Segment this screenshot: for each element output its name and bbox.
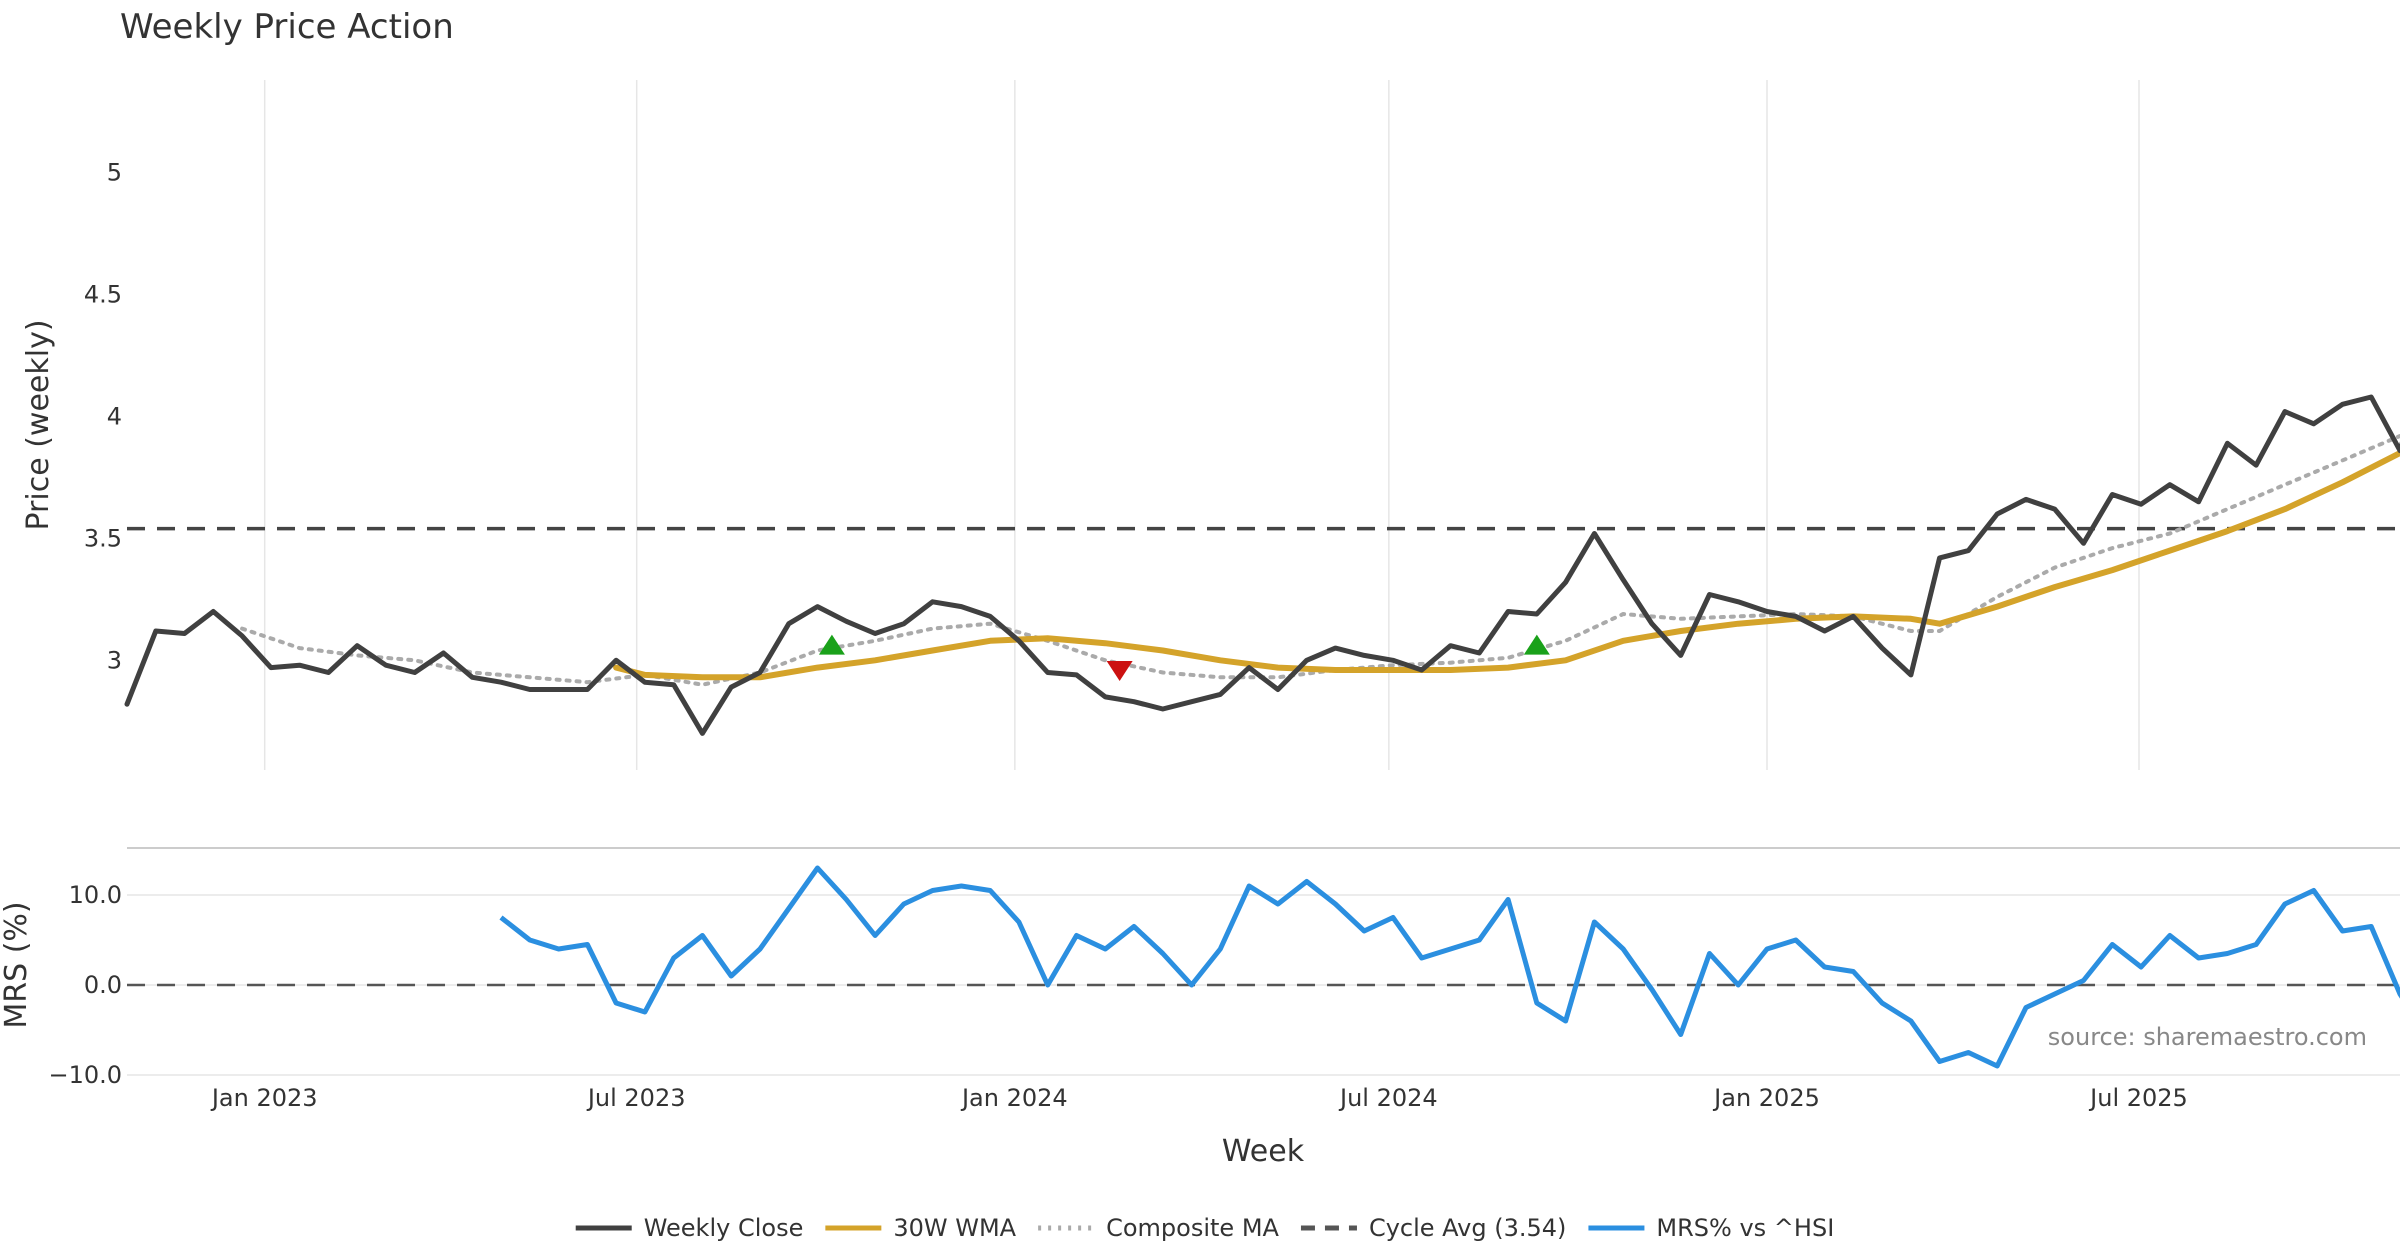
price-y-tick-label: 4.5 <box>84 281 122 309</box>
mrs-y-tick-label: −10.0 <box>48 1061 122 1089</box>
series-line-mrs <box>499 865 2400 1069</box>
x-tick-label: Jul 2023 <box>586 1084 686 1112</box>
x-tick-label: Jan 2025 <box>1712 1084 1820 1112</box>
price-y-tick-label: 3.5 <box>84 524 122 552</box>
price-y-tick-label: 4 <box>107 402 122 430</box>
sell-signal-marker <box>1106 661 1133 682</box>
price-panel: 3 3.5 4 4.5 5 <box>84 80 2400 770</box>
x-tick-label: Jul 2025 <box>2088 1084 2188 1112</box>
legend-label: Composite MA <box>1106 1214 1279 1242</box>
mrs-y-tick-label: 10.0 <box>69 881 122 909</box>
series-line-30w-wma <box>613 449 2400 681</box>
mrs-panel: Jan 2023 Jul 2023 Jan 2024 Jul 2024 Jan 2025… <box>48 847 2400 1112</box>
price-y-tick-label: 3 <box>107 646 122 674</box>
price-y-tick-label: 5 <box>107 159 122 187</box>
legend: Weekly Close 30W WMA Composite MA Cycle Avg… <box>575 1214 1834 1242</box>
buy-signal-marker <box>818 634 845 655</box>
x-axis-label: Week <box>1222 1134 1305 1169</box>
mrs-y-axis-label: MRS (%) <box>0 901 34 1028</box>
legend-label: Cycle Avg (3.54) <box>1369 1214 1566 1242</box>
legend-label: Weekly Close <box>644 1214 804 1242</box>
mrs-y-tick-label: 0.0 <box>84 971 122 999</box>
series-line-composite-ma <box>240 434 2400 687</box>
chart-title: Weekly Price Action <box>120 7 454 47</box>
legend-label: 30W WMA <box>893 1214 1016 1242</box>
x-tick-label: Jan 2023 <box>210 1084 318 1112</box>
x-tick-label: Jan 2024 <box>960 1084 1068 1112</box>
x-tick-label: Jul 2024 <box>1338 1084 1438 1112</box>
source-label: source: sharemaestro.com <box>2048 1023 2367 1051</box>
price-y-axis-label: Price (weekly) <box>21 319 56 530</box>
buy-signal-marker <box>1523 634 1550 655</box>
legend-label: MRS% vs ^HSI <box>1656 1214 1834 1242</box>
series-line-weekly-close <box>124 394 2400 736</box>
